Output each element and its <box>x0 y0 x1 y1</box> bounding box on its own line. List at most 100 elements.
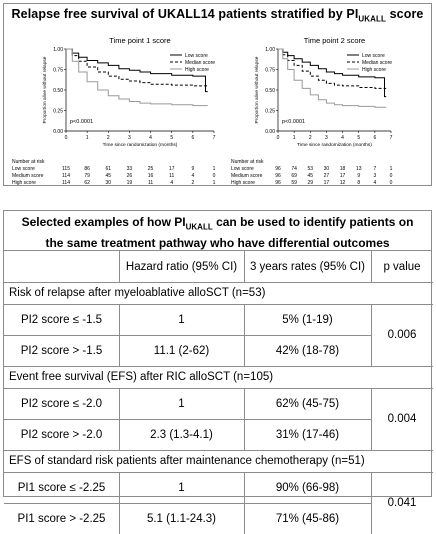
chart2-risk-cell: 1 <box>390 166 393 172</box>
figure-title-text: Relapse free survival of UKALL14 patient… <box>11 7 359 21</box>
table-rule <box>4 472 433 473</box>
row-label: PI2 score ≤ -1.5 <box>20 313 103 326</box>
chart2-risk-cell: 7 <box>373 166 376 172</box>
table-title: Selected examples of how PIUKALL can be … <box>4 211 431 251</box>
table-column-rule <box>371 251 372 282</box>
chart2-subtitle: Time point 2 score <box>304 36 365 45</box>
chart2-legend-label: Median score <box>362 60 392 66</box>
chart2-risk-cell: 8 <box>357 180 360 186</box>
chart2-risk-row-label: Low score <box>231 166 254 172</box>
table-rule <box>4 335 371 336</box>
table-column-rule <box>119 304 120 366</box>
p-value-cell: 0.004 <box>387 413 417 425</box>
chart1-legend-label: High score <box>185 67 209 73</box>
row-label: PI2 score > -1.5 <box>20 344 103 357</box>
chart1-risk-cell: 1 <box>213 166 216 172</box>
chart1-series-line-3 <box>66 48 208 107</box>
chart1-risk-table-header: Number at risk <box>12 159 45 165</box>
hazard-ratio-cell: 1 <box>178 313 185 326</box>
chart2-x-tick-label: 2 <box>309 135 312 141</box>
column-header-3yr-rates: 3 years rates (95% CI) <box>249 260 366 273</box>
table-column-rule <box>244 388 245 450</box>
chart2-x-tick-label: 0 <box>277 135 280 141</box>
table-title-part-b: can be used to identify patients on <box>212 215 414 229</box>
outcomes-table: Selected examples of how PIUKALL can be … <box>3 210 433 534</box>
chart2-series-line-1 <box>278 48 387 98</box>
table-rule <box>4 450 433 451</box>
chart1-y-axis-label: Proportion alive without relapse <box>42 56 48 123</box>
chart2-risk-cell: 45 <box>308 173 314 179</box>
table-column-rule <box>244 304 245 366</box>
chart2-risk-cell: 17 <box>324 180 330 186</box>
chart1-risk-cell: 61 <box>106 166 112 172</box>
column-header-p-value: p value <box>383 260 421 273</box>
chart1-risk-cell: 25 <box>148 166 154 172</box>
rate-cell: 62% (45-75) <box>275 397 340 410</box>
row-label: PI1 score > -2.25 <box>17 512 106 525</box>
table-column-rule <box>119 251 120 282</box>
km-figure: Relapse free survival of UKALL14 patient… <box>3 3 432 186</box>
chart2-x-tick-label: 1 <box>293 135 296 141</box>
chart2-x-tick-label: 7 <box>390 135 393 141</box>
chart2-risk-cell: 12 <box>340 180 346 186</box>
chart1-risk-cell: 45 <box>106 173 112 179</box>
chart2-risk-cell: 59 <box>291 180 297 186</box>
chart1-y-tick-label: 0.00 <box>53 129 63 135</box>
row-label: PI2 score > -2.0 <box>20 428 103 441</box>
chart1-risk-cell: 11 <box>169 173 174 179</box>
hazard-ratio-cell: 11.1 (2-62) <box>153 344 210 357</box>
chart2-risk-row-label: Medium score <box>231 173 263 179</box>
section-heading: Event free survival (EFS) after RIC allo… <box>9 371 274 383</box>
chart2-risk-cell: 30 <box>324 166 330 172</box>
table-rule <box>4 282 433 283</box>
hazard-ratio-cell: 2.3 (1.3-4.1) <box>150 428 213 441</box>
table-column-rule <box>244 472 245 534</box>
chart1-risk-cell: 16 <box>148 173 154 179</box>
chart2-risk-cell: 0 <box>390 180 393 186</box>
table-rule <box>4 419 371 420</box>
chart2-x-tick-label: 3 <box>325 135 328 141</box>
chart1-p-value-annotation: p<0.0001 <box>70 119 93 125</box>
rate-cell: 5% (1-19) <box>282 313 333 326</box>
chart1-risk-cell: 79 <box>84 173 90 179</box>
table-column-rule <box>371 304 372 366</box>
chart2-risk-table-header: Number at risk <box>231 159 264 165</box>
chart1-x-tick-label: 0 <box>65 135 68 141</box>
chart1-risk-cell: 0 <box>213 173 216 179</box>
chart1-risk-cell: 9 <box>191 166 194 172</box>
chart2-risk-cell: 4 <box>373 180 376 186</box>
chart2-legend-label: Low score <box>362 53 385 59</box>
chart2-risk-cell: 18 <box>340 166 346 172</box>
chart1-risk-cell: 11 <box>148 180 153 186</box>
chart2-p-value-annotation: p<0.0001 <box>282 119 305 125</box>
table-title-line1: Selected examples of how PIUKALL can be … <box>4 214 431 235</box>
table-title-part-a: Selected examples of how PI <box>21 215 186 229</box>
chart2-legend-label: High score <box>362 67 386 73</box>
chart2-risk-cell: 9 <box>357 173 360 179</box>
figure-title: Relapse free survival of UKALL14 patient… <box>4 7 431 24</box>
table-column-rule <box>119 472 120 534</box>
chart2-risk-cell: 69 <box>291 173 297 179</box>
chart2-risk-cell: 27 <box>324 173 330 179</box>
chart1-risk-cell: 114 <box>62 173 70 179</box>
hazard-ratio-cell: 5.1 (1.1-24.3) <box>146 512 217 525</box>
rate-cell: 31% (17-46) <box>275 428 340 441</box>
chart1-risk-cell: 4 <box>191 173 194 179</box>
rate-cell: 42% (18-78) <box>275 344 340 357</box>
chart1-y-tick-label: 0.75 <box>53 68 63 74</box>
chart2-x-axis-label: Time since randomization (months) <box>297 142 372 148</box>
hazard-ratio-cell: 1 <box>178 397 185 410</box>
chart1-risk-cell: 1 <box>213 180 216 186</box>
chart1-risk-row-label: Low score <box>12 166 35 172</box>
chart1-series-line-1 <box>66 48 208 93</box>
chart2-risk-cell: 13 <box>356 166 362 172</box>
chart1-x-tick-label: 7 <box>213 135 216 141</box>
chart1-risk-cell: 115 <box>62 166 70 172</box>
table-rule <box>4 366 433 367</box>
chart2-risk-cell: 53 <box>308 166 314 172</box>
chart2-risk-row-label: High score <box>231 180 255 186</box>
chart1-x-tick-label: 1 <box>86 135 89 141</box>
chart2-risk-cell: 96 <box>275 166 281 172</box>
chart1-risk-cell: 114 <box>62 180 70 186</box>
